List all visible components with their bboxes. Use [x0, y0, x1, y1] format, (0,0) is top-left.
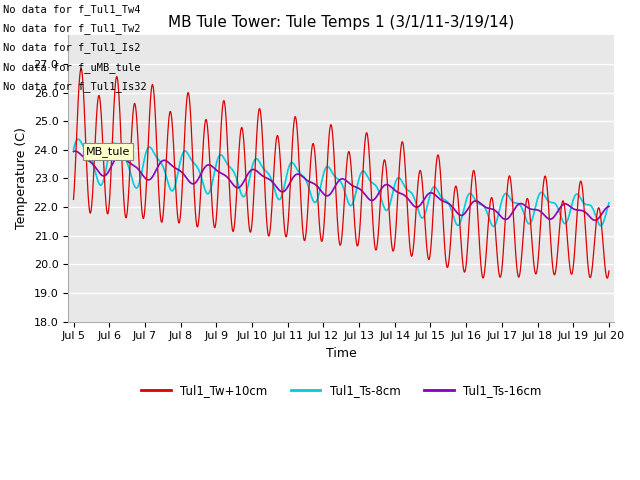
- Text: No data for f_Tul1_Tw2: No data for f_Tul1_Tw2: [3, 23, 141, 34]
- Text: No data for f_Tul1_Is32: No data for f_Tul1_Is32: [3, 81, 147, 92]
- Text: No data for f_Tul1_Tw4: No data for f_Tul1_Tw4: [3, 4, 141, 15]
- Text: MB_tule: MB_tule: [86, 146, 131, 157]
- Title: MB Tule Tower: Tule Temps 1 (3/1/11-3/19/14): MB Tule Tower: Tule Temps 1 (3/1/11-3/19…: [168, 15, 515, 30]
- Legend: Tul1_Tw+10cm, Tul1_Ts-8cm, Tul1_Ts-16cm: Tul1_Tw+10cm, Tul1_Ts-8cm, Tul1_Ts-16cm: [136, 379, 546, 402]
- Text: No data for f_Tul1_Is2: No data for f_Tul1_Is2: [3, 42, 141, 53]
- Y-axis label: Temperature (C): Temperature (C): [15, 128, 28, 229]
- X-axis label: Time: Time: [326, 347, 356, 360]
- Text: No data for f_uMB_tule: No data for f_uMB_tule: [3, 61, 141, 72]
